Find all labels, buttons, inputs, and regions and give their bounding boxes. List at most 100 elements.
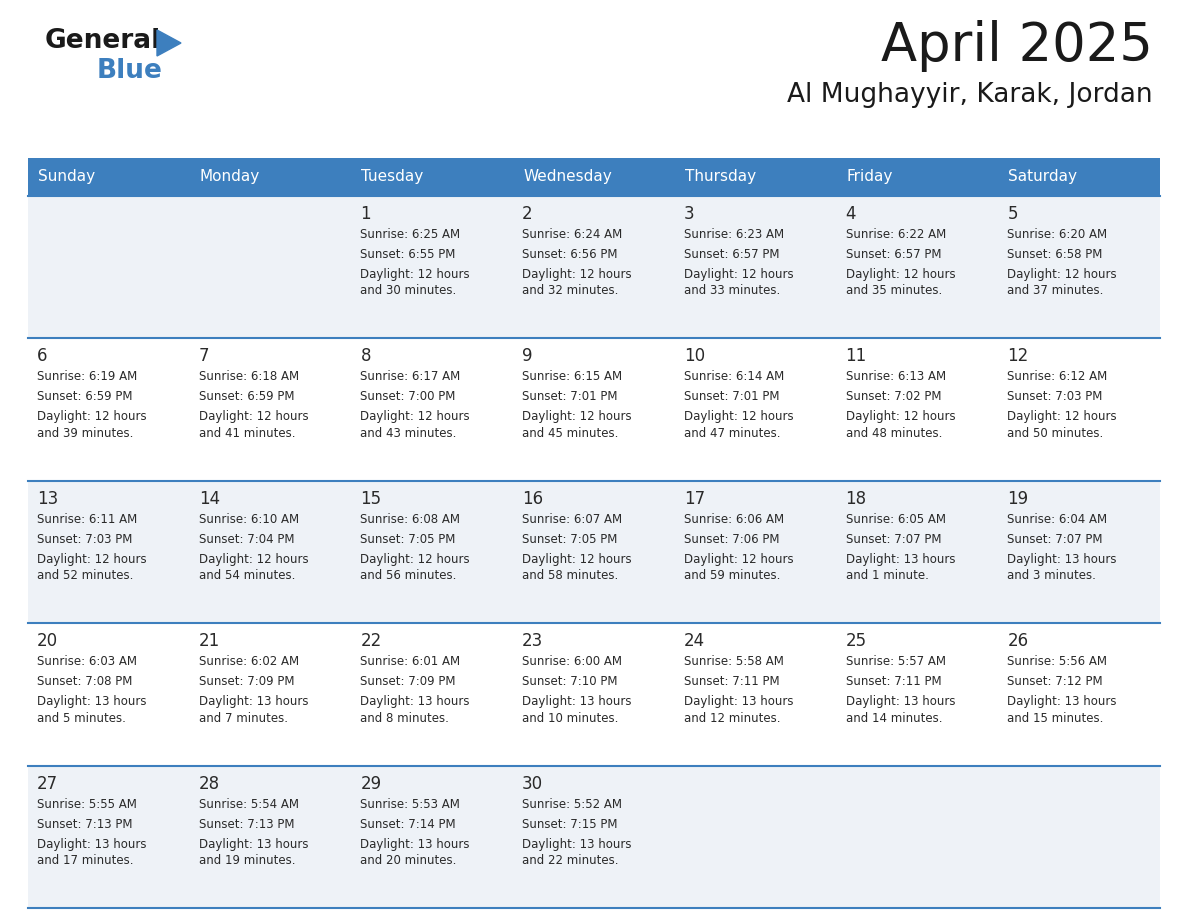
Text: Sunrise: 6:05 AM: Sunrise: 6:05 AM <box>846 513 946 526</box>
Text: Daylight: 12 hours
and 45 minutes.: Daylight: 12 hours and 45 minutes. <box>523 410 632 440</box>
Text: Daylight: 12 hours
and 48 minutes.: Daylight: 12 hours and 48 minutes. <box>846 410 955 440</box>
Text: Sunset: 6:57 PM: Sunset: 6:57 PM <box>846 248 941 261</box>
Text: Thursday: Thursday <box>684 170 756 185</box>
Text: Daylight: 12 hours
and 39 minutes.: Daylight: 12 hours and 39 minutes. <box>37 410 146 440</box>
Text: 22: 22 <box>360 633 381 650</box>
Text: Daylight: 12 hours
and 58 minutes.: Daylight: 12 hours and 58 minutes. <box>523 553 632 582</box>
Bar <box>675 158 836 196</box>
Text: 25: 25 <box>846 633 867 650</box>
Text: Sunrise: 6:02 AM: Sunrise: 6:02 AM <box>198 655 299 668</box>
Text: Daylight: 12 hours
and 37 minutes.: Daylight: 12 hours and 37 minutes. <box>1007 268 1117 297</box>
Text: Daylight: 13 hours
and 5 minutes.: Daylight: 13 hours and 5 minutes. <box>37 695 146 724</box>
Text: Sunset: 6:59 PM: Sunset: 6:59 PM <box>198 390 295 403</box>
Text: Sunrise: 6:22 AM: Sunrise: 6:22 AM <box>846 228 946 241</box>
Text: Sunrise: 5:58 AM: Sunrise: 5:58 AM <box>684 655 784 668</box>
Text: 7: 7 <box>198 347 209 365</box>
Bar <box>29 766 1159 908</box>
Bar <box>29 339 1159 481</box>
Text: Daylight: 12 hours
and 54 minutes.: Daylight: 12 hours and 54 minutes. <box>198 553 309 582</box>
Text: Al Mughayyir, Karak, Jordan: Al Mughayyir, Karak, Jordan <box>788 82 1154 108</box>
Text: 1: 1 <box>360 205 371 223</box>
Text: Saturday: Saturday <box>1009 170 1078 185</box>
Text: Sunrise: 6:13 AM: Sunrise: 6:13 AM <box>846 370 946 384</box>
Bar <box>29 481 1159 623</box>
Text: 6: 6 <box>37 347 48 365</box>
Text: Sunrise: 5:53 AM: Sunrise: 5:53 AM <box>360 798 460 811</box>
Text: Blue: Blue <box>97 58 163 84</box>
Polygon shape <box>157 30 181 56</box>
Text: Sunset: 7:13 PM: Sunset: 7:13 PM <box>198 818 295 831</box>
Text: 30: 30 <box>523 775 543 792</box>
Text: Sunrise: 6:15 AM: Sunrise: 6:15 AM <box>523 370 623 384</box>
Text: 29: 29 <box>360 775 381 792</box>
Text: Sunset: 6:56 PM: Sunset: 6:56 PM <box>523 248 618 261</box>
Text: Sunset: 6:58 PM: Sunset: 6:58 PM <box>1007 248 1102 261</box>
Text: Daylight: 13 hours
and 15 minutes.: Daylight: 13 hours and 15 minutes. <box>1007 695 1117 724</box>
Text: Sunrise: 5:54 AM: Sunrise: 5:54 AM <box>198 798 298 811</box>
Text: Daylight: 12 hours
and 59 minutes.: Daylight: 12 hours and 59 minutes. <box>684 553 794 582</box>
Text: Sunrise: 6:18 AM: Sunrise: 6:18 AM <box>198 370 299 384</box>
Bar <box>513 158 675 196</box>
Bar <box>998 158 1159 196</box>
Text: Daylight: 13 hours
and 3 minutes.: Daylight: 13 hours and 3 minutes. <box>1007 553 1117 582</box>
Bar <box>190 158 352 196</box>
Text: 18: 18 <box>846 490 867 508</box>
Text: 15: 15 <box>360 490 381 508</box>
Text: Sunset: 7:05 PM: Sunset: 7:05 PM <box>523 532 618 546</box>
Text: Sunrise: 6:07 AM: Sunrise: 6:07 AM <box>523 513 623 526</box>
Text: 26: 26 <box>1007 633 1029 650</box>
Text: Sunrise: 5:52 AM: Sunrise: 5:52 AM <box>523 798 623 811</box>
Text: 8: 8 <box>360 347 371 365</box>
Text: Daylight: 12 hours
and 43 minutes.: Daylight: 12 hours and 43 minutes. <box>360 410 470 440</box>
Text: Daylight: 12 hours
and 52 minutes.: Daylight: 12 hours and 52 minutes. <box>37 553 146 582</box>
Text: Sunset: 7:00 PM: Sunset: 7:00 PM <box>360 390 456 403</box>
Text: Sunrise: 6:06 AM: Sunrise: 6:06 AM <box>684 513 784 526</box>
Text: Sunset: 7:06 PM: Sunset: 7:06 PM <box>684 532 779 546</box>
Text: Sunrise: 6:01 AM: Sunrise: 6:01 AM <box>360 655 461 668</box>
Text: Sunset: 6:57 PM: Sunset: 6:57 PM <box>684 248 779 261</box>
Text: Daylight: 13 hours
and 7 minutes.: Daylight: 13 hours and 7 minutes. <box>198 695 308 724</box>
Text: 12: 12 <box>1007 347 1029 365</box>
Text: Sunset: 7:01 PM: Sunset: 7:01 PM <box>523 390 618 403</box>
Text: Sunrise: 6:19 AM: Sunrise: 6:19 AM <box>37 370 138 384</box>
Text: 4: 4 <box>846 205 857 223</box>
Text: Sunrise: 6:12 AM: Sunrise: 6:12 AM <box>1007 370 1107 384</box>
Text: Daylight: 13 hours
and 19 minutes.: Daylight: 13 hours and 19 minutes. <box>198 837 308 868</box>
Text: Sunset: 7:09 PM: Sunset: 7:09 PM <box>360 676 456 688</box>
Text: 14: 14 <box>198 490 220 508</box>
Text: Sunrise: 6:03 AM: Sunrise: 6:03 AM <box>37 655 137 668</box>
Text: Wednesday: Wednesday <box>523 170 612 185</box>
Text: Daylight: 13 hours
and 1 minute.: Daylight: 13 hours and 1 minute. <box>846 553 955 582</box>
Text: 27: 27 <box>37 775 58 792</box>
Text: Sunset: 7:15 PM: Sunset: 7:15 PM <box>523 818 618 831</box>
Text: Daylight: 12 hours
and 33 minutes.: Daylight: 12 hours and 33 minutes. <box>684 268 794 297</box>
Text: April 2025: April 2025 <box>881 20 1154 72</box>
Text: Sunset: 7:01 PM: Sunset: 7:01 PM <box>684 390 779 403</box>
Bar <box>29 623 1159 766</box>
Text: Daylight: 12 hours
and 35 minutes.: Daylight: 12 hours and 35 minutes. <box>846 268 955 297</box>
Text: Sunrise: 6:10 AM: Sunrise: 6:10 AM <box>198 513 299 526</box>
Text: Sunrise: 6:14 AM: Sunrise: 6:14 AM <box>684 370 784 384</box>
Text: 16: 16 <box>523 490 543 508</box>
Text: Daylight: 13 hours
and 14 minutes.: Daylight: 13 hours and 14 minutes. <box>846 695 955 724</box>
Text: Sunrise: 6:20 AM: Sunrise: 6:20 AM <box>1007 228 1107 241</box>
Text: Daylight: 13 hours
and 8 minutes.: Daylight: 13 hours and 8 minutes. <box>360 695 470 724</box>
Text: Sunrise: 6:00 AM: Sunrise: 6:00 AM <box>523 655 623 668</box>
Text: Daylight: 12 hours
and 41 minutes.: Daylight: 12 hours and 41 minutes. <box>198 410 309 440</box>
Text: Sunrise: 6:11 AM: Sunrise: 6:11 AM <box>37 513 138 526</box>
Text: 9: 9 <box>523 347 532 365</box>
Text: Daylight: 12 hours
and 32 minutes.: Daylight: 12 hours and 32 minutes. <box>523 268 632 297</box>
Text: 11: 11 <box>846 347 867 365</box>
Text: Daylight: 13 hours
and 20 minutes.: Daylight: 13 hours and 20 minutes. <box>360 837 470 868</box>
Text: Sunset: 7:09 PM: Sunset: 7:09 PM <box>198 676 295 688</box>
Text: Daylight: 12 hours
and 50 minutes.: Daylight: 12 hours and 50 minutes. <box>1007 410 1117 440</box>
Text: Daylight: 12 hours
and 30 minutes.: Daylight: 12 hours and 30 minutes. <box>360 268 470 297</box>
Text: Sunset: 7:11 PM: Sunset: 7:11 PM <box>846 676 941 688</box>
Text: Sunset: 7:02 PM: Sunset: 7:02 PM <box>846 390 941 403</box>
Text: 23: 23 <box>523 633 543 650</box>
Text: Daylight: 12 hours
and 47 minutes.: Daylight: 12 hours and 47 minutes. <box>684 410 794 440</box>
Text: 19: 19 <box>1007 490 1029 508</box>
Text: Sunset: 7:11 PM: Sunset: 7:11 PM <box>684 676 779 688</box>
Text: Sunday: Sunday <box>38 170 95 185</box>
Text: Sunset: 6:55 PM: Sunset: 6:55 PM <box>360 248 456 261</box>
